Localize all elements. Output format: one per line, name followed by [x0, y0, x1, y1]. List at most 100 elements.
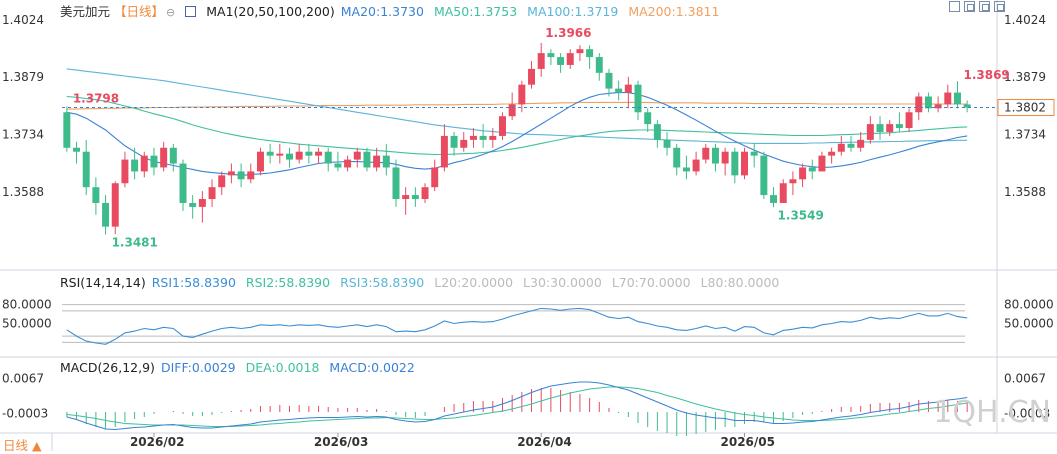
- candle-body: [663, 139, 671, 148]
- candle-body: [382, 155, 390, 168]
- price-axis-tick: 1.3879: [1004, 70, 1046, 84]
- candle-body: [469, 135, 477, 140]
- macd-axis-tick: 0.0067: [1004, 372, 1046, 386]
- ma50-value: MA50:1.3753: [433, 4, 518, 19]
- fullscreen-icon[interactable]: [994, 1, 1005, 12]
- ma20-value: MA20:1.3730: [340, 4, 424, 19]
- candle-body: [779, 183, 787, 203]
- zoom-out-icon[interactable]: [979, 1, 990, 12]
- candle-body: [721, 151, 729, 164]
- candle-body: [528, 68, 536, 85]
- rsi1-value: RSI1:58.8390: [151, 275, 236, 290]
- l20-value: L20:20.0000: [434, 275, 514, 290]
- rsi-header: RSI(14,14,14) RSI1:58.8390 RSI2:58.8390 RSI…: [60, 275, 789, 290]
- recent-high-annotation: 1.3869: [963, 68, 1009, 82]
- candle-body: [82, 151, 90, 188]
- candle-body: [731, 151, 739, 176]
- rsi-axis-tick-left: 50.0000: [2, 317, 52, 331]
- candle-body: [750, 151, 758, 156]
- candle-body: [789, 179, 797, 184]
- price-axis-tick-left: 1.4024: [2, 13, 44, 27]
- chart-toolbar: [949, 1, 1005, 12]
- candle-body: [121, 159, 129, 184]
- candle-body: [392, 167, 400, 200]
- x-axis-tick: 2026/02: [130, 435, 184, 449]
- rsi-indicator-name[interactable]: RSI(14,14,14): [60, 275, 146, 290]
- candle-body: [692, 159, 700, 172]
- macd-indicator-name[interactable]: MACD(26,12,9): [60, 360, 155, 375]
- dea-line: [66, 386, 968, 428]
- ma-indicator-name[interactable]: MA1(20,50,100,200): [206, 4, 335, 19]
- candle-body: [460, 139, 468, 148]
- candle-body: [102, 202, 110, 227]
- settings-icon[interactable]: ⊖: [166, 6, 176, 19]
- candle-body: [315, 151, 323, 156]
- indicator-window-icon[interactable]: [185, 6, 197, 17]
- candle-body: [857, 139, 865, 148]
- candle-body: [373, 155, 381, 168]
- price-axis-tick: 1.4024: [1004, 13, 1046, 27]
- rsi3-value: RSI3:58.8390: [340, 275, 425, 290]
- price-axis-tick-left: 1.3734: [2, 127, 44, 141]
- candle-body: [247, 171, 255, 180]
- candle-body: [876, 124, 884, 132]
- candle-body: [915, 96, 923, 113]
- candle-body: [557, 57, 565, 65]
- candle-body: [305, 151, 313, 156]
- candle-body: [498, 116, 506, 136]
- candle-body: [644, 112, 652, 125]
- low-annotation: 1.3481: [112, 236, 158, 250]
- macd-axis-tick-left: 0.0067: [2, 372, 44, 386]
- price-axis-tick: 1.3588: [1004, 185, 1046, 199]
- symbol-title: 美元加元: [60, 4, 111, 19]
- candle-body: [905, 112, 913, 129]
- candle-body: [818, 155, 826, 172]
- low2-annotation: 1.3549: [778, 208, 824, 222]
- high-annotation: 1.3966: [545, 26, 591, 40]
- candle-body: [227, 171, 235, 176]
- candle-body: [198, 199, 206, 207]
- candle-body: [634, 84, 642, 113]
- price-axis-tick: 1.3734: [1004, 127, 1046, 141]
- ma200-line: [66, 101, 968, 110]
- dea-value: DEA:0.0018: [245, 360, 320, 375]
- candle-body: [770, 195, 778, 203]
- macd-axis-tick: -0.0003: [1004, 407, 1050, 421]
- candle-body: [595, 57, 603, 73]
- candle-body: [741, 151, 748, 176]
- candle-body: [353, 151, 361, 160]
- candle-body: [576, 49, 584, 54]
- period-label[interactable]: 【日线】: [114, 4, 165, 19]
- zoom-in-icon[interactable]: [964, 1, 975, 12]
- candle-body: [605, 72, 613, 89]
- candle-body: [479, 135, 487, 140]
- candle-body: [673, 147, 681, 168]
- candle-body: [547, 53, 555, 58]
- candle-body: [63, 112, 71, 148]
- candle-body: [286, 153, 293, 160]
- ma20-line: [66, 92, 968, 176]
- left-level-annotation: 1.3798: [73, 91, 119, 105]
- rsi-axis-tick-left: 80.0000: [2, 298, 52, 312]
- candle-body: [344, 159, 352, 168]
- x-axis-tick: 2026/05: [721, 435, 775, 449]
- macd-value: MACD:0.0022: [329, 360, 415, 375]
- candle-body: [402, 195, 410, 200]
- ma50-line: [66, 95, 968, 156]
- period-tab[interactable]: 日线 ▲: [3, 438, 42, 453]
- candle-body: [895, 124, 903, 129]
- candle-body: [953, 92, 961, 105]
- candle-body: [489, 135, 497, 140]
- crosshair-icon[interactable]: [949, 1, 960, 12]
- candle-body: [799, 167, 807, 180]
- candle-body: [711, 147, 719, 164]
- candle-body: [189, 202, 197, 207]
- candle-body: [518, 84, 526, 105]
- price-axis-tick-left: 1.3879: [2, 70, 44, 84]
- current-price-box: [997, 99, 1055, 117]
- diff-line: [66, 381, 968, 431]
- candle-body: [73, 147, 81, 152]
- rsi-axis-tick: 50.0000: [1004, 317, 1054, 331]
- price-axis-tick-left: 1.3588: [2, 185, 44, 199]
